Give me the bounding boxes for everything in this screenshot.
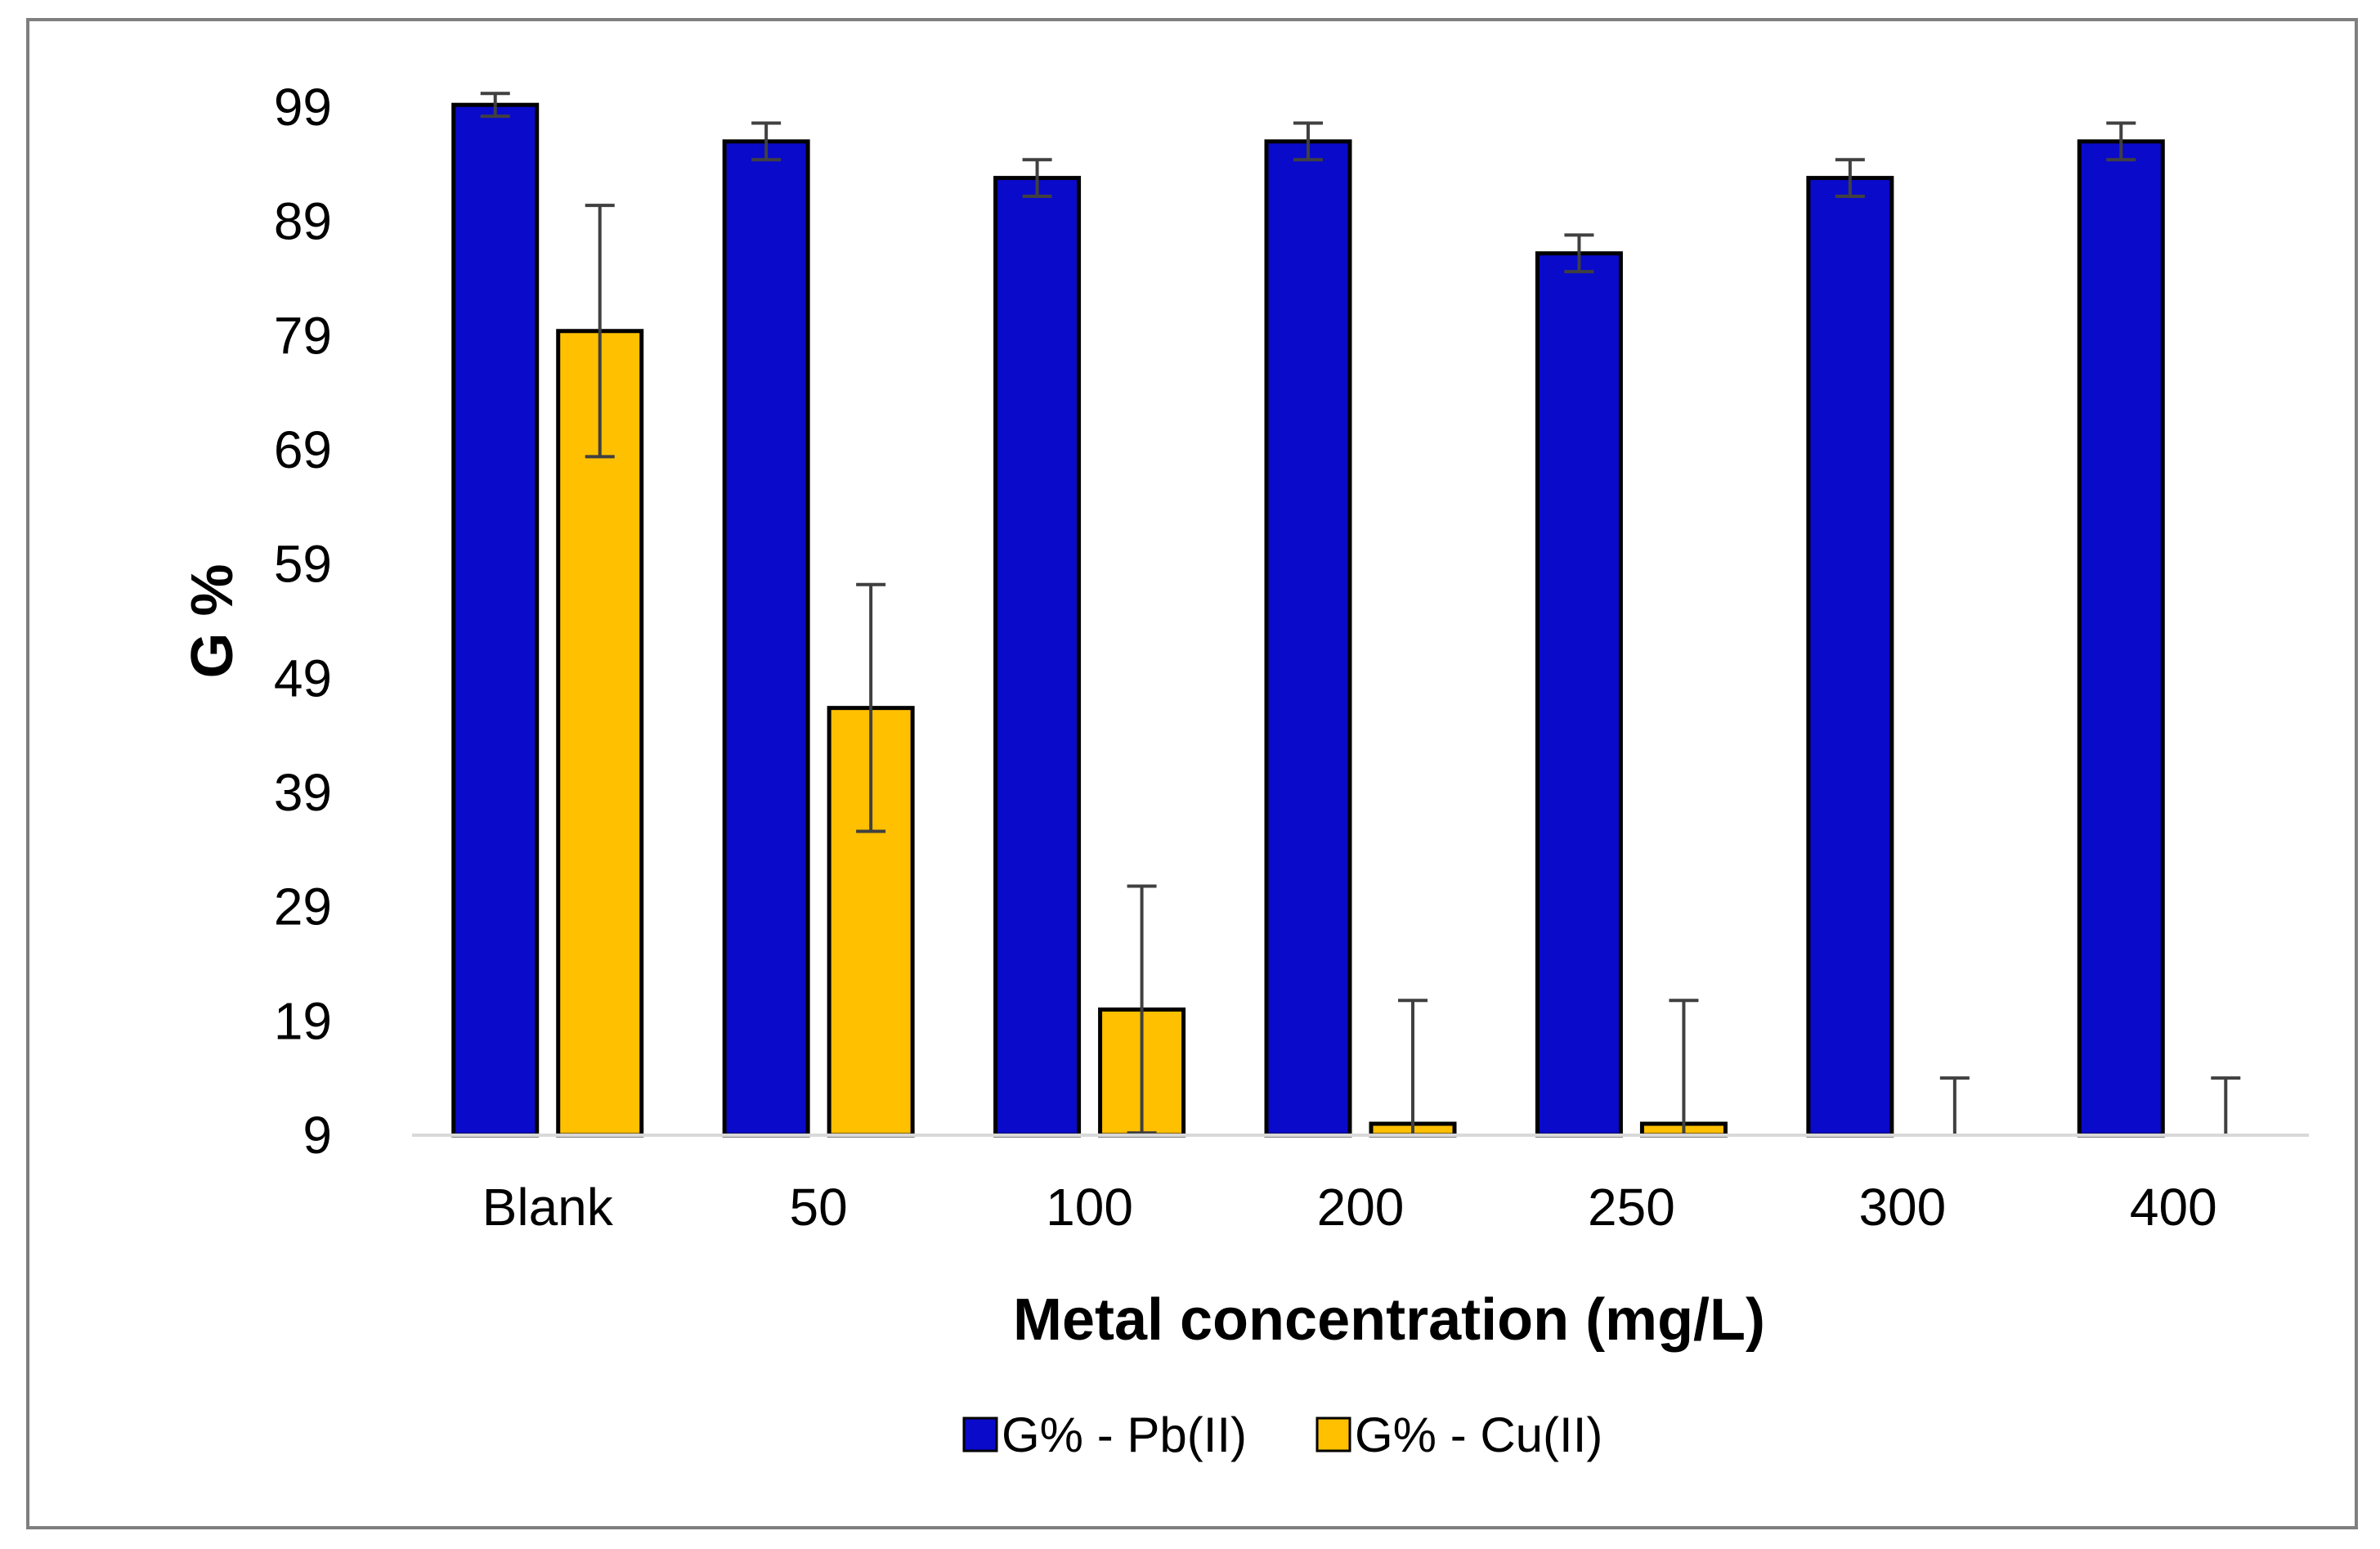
chart-svg: 9 19 29 39 49 59 69 79 89 99 Blank 50 100 200 250 300 4… bbox=[180, 78, 2309, 1462]
x-tick-label: 250 bbox=[1588, 1178, 1675, 1237]
bar-pb bbox=[1535, 251, 1623, 1138]
x-tick-label: Blank bbox=[482, 1178, 614, 1237]
y-tick-label: 39 bbox=[274, 763, 332, 822]
x-tick-label: 200 bbox=[1317, 1178, 1405, 1237]
y-tick-label: 49 bbox=[274, 649, 332, 707]
bar-cu bbox=[556, 329, 644, 1138]
chart-frame: 9 19 29 39 49 59 69 79 89 99 Blank 50 100 200 250 300 4… bbox=[26, 18, 2358, 1529]
legend-swatch-pb bbox=[962, 1417, 998, 1452]
legend-swatch-cu bbox=[1315, 1417, 1351, 1452]
x-axis-title: Metal concentration (mg/L) bbox=[1013, 1287, 1765, 1353]
y-tick-label: 69 bbox=[274, 420, 332, 479]
bars bbox=[451, 102, 2165, 1138]
x-tick-label: 300 bbox=[1858, 1178, 1946, 1237]
x-tick-labels: Blank 50 100 200 250 300 400 bbox=[482, 1178, 2217, 1237]
x-tick-label: 100 bbox=[1046, 1178, 1133, 1237]
x-tick-label: 50 bbox=[790, 1178, 848, 1237]
y-tick-label: 99 bbox=[274, 78, 332, 137]
bar-pb bbox=[722, 139, 810, 1138]
y-tick-label: 79 bbox=[274, 306, 332, 365]
legend: G% - Pb(II) G% - Cu(II) bbox=[962, 1408, 1602, 1462]
y-axis-title: G % bbox=[180, 563, 245, 678]
error-bars bbox=[480, 92, 2241, 1135]
bar-pb bbox=[451, 102, 540, 1138]
bar-pb bbox=[2077, 139, 2165, 1138]
y-tick-label: 19 bbox=[274, 991, 332, 1050]
y-tick-labels: 9 19 29 39 49 59 69 79 89 99 bbox=[274, 78, 332, 1165]
bar-pb bbox=[1806, 176, 1894, 1138]
y-tick-label: 29 bbox=[274, 878, 332, 936]
bar-pb bbox=[993, 176, 1082, 1138]
y-tick-label: 89 bbox=[274, 192, 332, 251]
legend-label-pb: G% - Pb(II) bbox=[1002, 1408, 1247, 1462]
y-tick-label: 9 bbox=[303, 1106, 332, 1165]
x-tick-label: 400 bbox=[2130, 1178, 2217, 1237]
y-tick-label: 59 bbox=[274, 535, 332, 594]
legend-label-cu: G% - Cu(II) bbox=[1355, 1408, 1602, 1462]
bar-pb bbox=[1264, 139, 1352, 1138]
